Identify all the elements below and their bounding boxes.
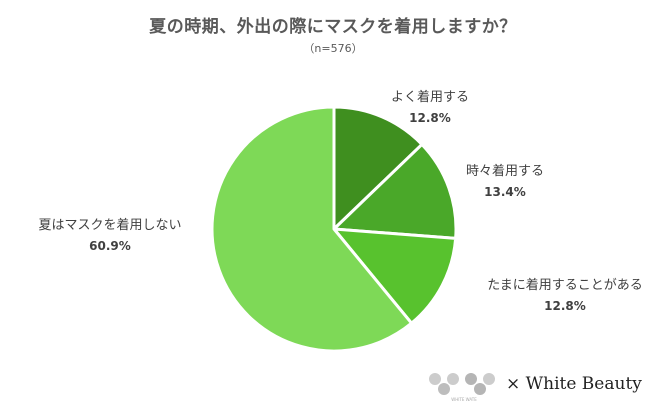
label-sometimes: 時々着用する 13.4% (465, 164, 544, 199)
footer-logo: WHITE WATE × White Beauty (426, 370, 666, 410)
label-occasionally: たまに着用することがある 12.8% (487, 278, 643, 313)
pie-slice (332, 105, 424, 231)
chart-title: 夏の時期、外出の際にマスクを着用しますか？ (149, 17, 517, 37)
ww-logo-icon: WHITE WATE (429, 373, 495, 402)
svg-text:WHITE WATE: WHITE WATE (451, 397, 477, 402)
pie-slice (210, 105, 414, 353)
pie-slice (332, 142, 458, 240)
brand-name: × White Beauty (506, 374, 642, 394)
pie-slice (332, 227, 458, 325)
label-often: よく着用する 12.8% (390, 90, 469, 125)
chart-subtitle: （n=576） (303, 42, 363, 55)
label-never: 夏はマスクを着用しない 60.9% (38, 218, 182, 253)
